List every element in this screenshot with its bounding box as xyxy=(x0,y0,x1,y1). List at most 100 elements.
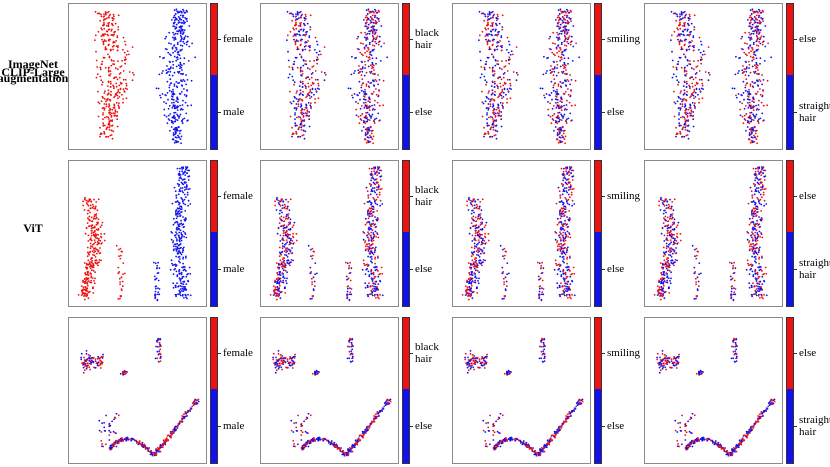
scatter-point xyxy=(506,101,508,104)
scatter-point xyxy=(564,72,566,75)
scatter-point xyxy=(680,66,683,69)
scatter-point xyxy=(374,258,376,260)
scatter-point xyxy=(571,279,573,282)
scatter-point xyxy=(746,54,748,57)
scatter-point xyxy=(165,115,168,118)
scatter-point xyxy=(555,102,557,104)
scatter-point xyxy=(119,283,121,286)
scatter-point xyxy=(567,80,570,82)
scatter-point xyxy=(107,97,109,100)
scatter-point xyxy=(176,58,179,61)
scatter-point xyxy=(117,28,120,31)
scatter-point xyxy=(87,200,89,202)
scatter-point xyxy=(181,108,184,111)
scatter-point xyxy=(283,277,286,279)
scatter-point xyxy=(128,71,131,73)
scatter-point xyxy=(567,265,569,268)
scatter-point xyxy=(678,15,681,18)
scatter-point xyxy=(85,202,88,204)
scatter-point xyxy=(304,48,307,51)
scatter-point xyxy=(181,16,184,19)
scatter-point xyxy=(554,238,557,241)
scatter-point xyxy=(571,199,574,202)
scatter-point xyxy=(738,57,740,60)
scatter-point xyxy=(373,25,375,28)
scatter-point xyxy=(109,98,111,101)
scatter-point xyxy=(382,104,385,107)
scatter-point xyxy=(536,261,539,264)
scatter-point xyxy=(367,48,370,51)
scatter-point xyxy=(367,118,369,121)
scatter-point xyxy=(177,223,179,226)
scatter-point xyxy=(275,209,278,211)
scatter-point xyxy=(373,69,375,71)
scatter-point xyxy=(287,248,290,251)
scatter-point xyxy=(694,106,696,108)
scatter-point xyxy=(662,222,665,224)
scatter-point xyxy=(171,264,174,267)
scatter-point xyxy=(182,256,185,259)
scatter-point xyxy=(104,12,107,15)
scatter-point xyxy=(567,178,570,180)
scatter-point xyxy=(307,45,310,48)
scatter-point xyxy=(560,106,563,109)
scatter-point xyxy=(747,19,749,21)
scatter-point xyxy=(679,232,682,235)
scatter-point xyxy=(749,45,751,47)
scatter-point xyxy=(695,72,698,74)
scatter-point xyxy=(101,28,103,31)
scatter-point xyxy=(692,114,695,117)
scatter-point xyxy=(572,175,575,178)
scatter-point xyxy=(304,106,307,109)
scatter-point xyxy=(187,272,189,275)
scatter-point xyxy=(489,40,491,42)
scatter-point xyxy=(299,81,302,84)
scatter-point xyxy=(485,28,487,31)
scatter-point xyxy=(281,290,283,293)
scatter-point xyxy=(114,93,117,96)
scatter-point xyxy=(741,115,744,118)
scatter-point xyxy=(279,204,282,207)
scatter-point xyxy=(372,282,375,285)
scatter-point xyxy=(91,277,94,279)
scatter-point xyxy=(371,243,374,245)
scatter-point xyxy=(121,250,123,253)
scatter-point xyxy=(106,11,109,14)
scatter-point xyxy=(179,243,182,245)
scatter-point xyxy=(471,204,474,207)
scatter-point xyxy=(367,26,369,29)
scatter-point xyxy=(679,132,682,135)
scatter-point xyxy=(302,82,304,85)
scatter-point xyxy=(179,57,182,60)
scatter-point xyxy=(689,31,691,34)
scatter-point xyxy=(283,287,286,290)
scatter-point xyxy=(366,111,369,114)
scatter-point xyxy=(172,133,175,136)
scatter-point xyxy=(562,136,564,139)
scatter-point xyxy=(297,48,300,51)
scatter-point xyxy=(495,28,497,31)
scatter-point xyxy=(299,10,302,13)
scatter-point xyxy=(171,74,174,77)
scatter-point xyxy=(749,25,752,28)
scatter-point xyxy=(179,138,182,141)
scatter-point xyxy=(307,102,310,104)
scatter-point xyxy=(486,96,488,99)
scatter-point xyxy=(744,31,747,34)
scatter-point xyxy=(546,57,548,60)
scatter-point xyxy=(110,134,113,136)
scatter-point xyxy=(488,66,491,69)
scatter-point xyxy=(370,92,373,95)
scatter-point xyxy=(683,44,686,47)
scatter-point xyxy=(121,285,124,288)
scatter-point xyxy=(105,24,108,27)
scatter-point xyxy=(468,232,471,235)
scatter-point xyxy=(93,251,95,254)
scatter-point xyxy=(363,19,365,21)
scatter-point xyxy=(564,166,567,169)
scatter-point xyxy=(368,43,371,46)
scatter-point xyxy=(759,29,762,31)
scatter-point xyxy=(559,8,562,11)
scatter-point xyxy=(566,262,568,265)
scatter-point xyxy=(153,275,156,278)
